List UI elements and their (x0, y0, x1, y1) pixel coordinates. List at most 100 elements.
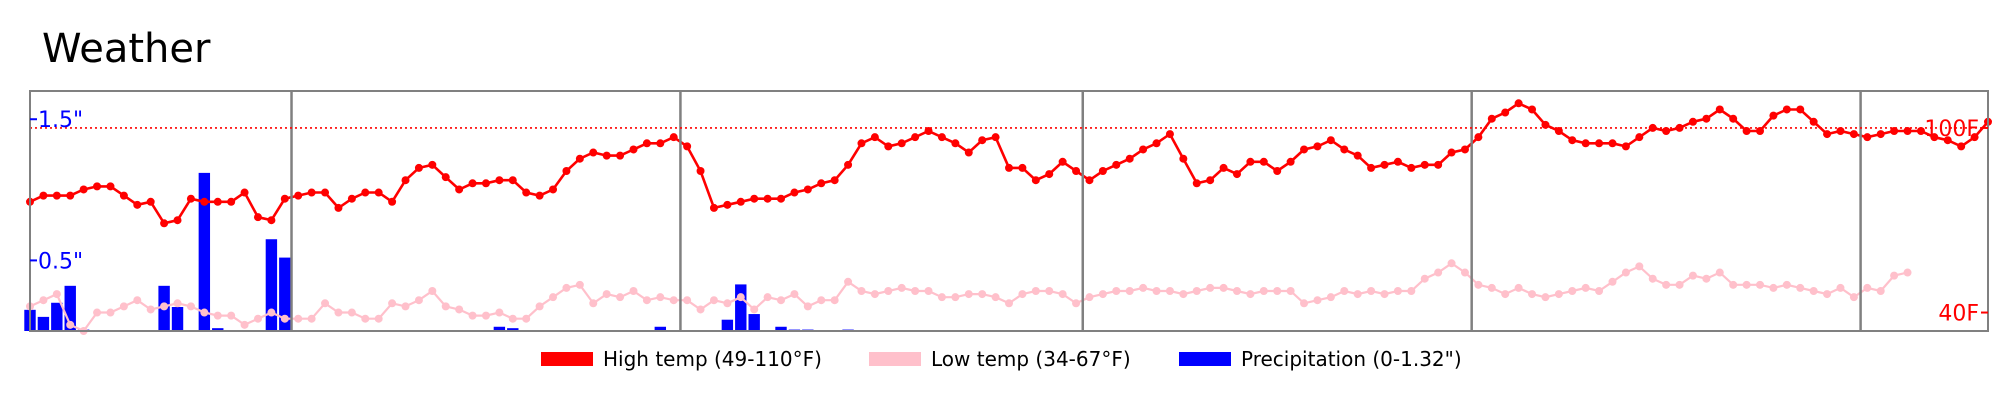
high-temp-point (1380, 160, 1389, 169)
high-temp-point (884, 142, 893, 151)
high-temp-point (736, 197, 745, 206)
high-temp-point (1206, 176, 1215, 185)
high-temp-point (549, 185, 558, 194)
high-temp-point (1849, 130, 1858, 139)
low-temp-point (186, 302, 195, 311)
high-temp-point (1648, 123, 1657, 132)
high-temp-point (1635, 133, 1644, 142)
high-temp-point (1514, 99, 1523, 108)
high-temp-point (817, 179, 826, 188)
precip-bar (64, 285, 76, 331)
high-temp-point (1005, 163, 1013, 172)
high-temp-point (1528, 105, 1537, 114)
high-temp-point (414, 163, 423, 172)
low-temp-point (1300, 299, 1309, 308)
high-temp-point (1796, 105, 1805, 114)
high-temp-point (1112, 160, 1121, 169)
high-temp-point (669, 133, 678, 142)
high-temp-point (79, 185, 88, 194)
low-temp-point (522, 314, 531, 323)
low-temp-point (1380, 290, 1389, 299)
high-temp-point (683, 142, 692, 151)
high-temp-point (1487, 114, 1496, 123)
low-temp-point (1621, 268, 1630, 277)
high-temp-point (253, 213, 262, 222)
precip-bar (775, 326, 787, 331)
high-temp-point (1769, 111, 1778, 120)
low-temp-point (1823, 290, 1832, 299)
high-temp-point (1219, 163, 1228, 172)
high-temp-point (1943, 136, 1952, 145)
low-temp-point (1139, 283, 1148, 292)
low-temp-point (1635, 262, 1644, 271)
high-temp-point (119, 191, 128, 200)
low-temp-point (937, 293, 946, 302)
low-temp-point (455, 305, 464, 314)
high-temp-point (1313, 142, 1322, 151)
low-temp-point (1219, 283, 1228, 292)
low-temp-point (1246, 290, 1255, 299)
high-temp-point (200, 197, 209, 206)
high-temp-point (428, 160, 437, 169)
high-temp-point (1058, 157, 1067, 166)
low-temp-point (1165, 287, 1174, 295)
low-temp-point (1045, 287, 1054, 295)
low-temp-point (1648, 274, 1657, 283)
low-temp-point (1715, 268, 1724, 277)
precip-bar (721, 319, 734, 331)
low-temp-point (696, 305, 705, 314)
high-temp-point (455, 185, 464, 194)
low-temp-point (1018, 290, 1027, 299)
low-temp-point (160, 302, 169, 311)
low-temp-point (1514, 283, 1523, 292)
temp-tick-label: 100F (1924, 117, 1979, 142)
low-temp-point (549, 293, 558, 302)
precip-bar (493, 326, 506, 331)
high-temp-point (1595, 139, 1604, 148)
high-temp-point (321, 188, 330, 197)
low-temp-point (1085, 293, 1094, 302)
low-temp-point (280, 314, 289, 323)
high-temp-point (911, 133, 920, 142)
high-temp-point (1729, 114, 1738, 123)
low-temp-point (334, 308, 343, 317)
high-temp-point (803, 185, 812, 194)
low-temp-point (924, 287, 933, 295)
low-temp-point (830, 296, 839, 305)
legend: High temp (49-110°F) Low temp (34-67°F) … (541, 347, 1462, 371)
legend-label-low: Low temp (34-67°F) (931, 347, 1131, 371)
high-temp-point (1165, 130, 1174, 139)
low-temp-point (441, 302, 450, 311)
high-temp-point (186, 194, 195, 203)
low-temp-series (26, 259, 1912, 335)
low-temp-point (1702, 274, 1711, 283)
high-temp-point (897, 139, 906, 148)
low-temp-point (1876, 287, 1885, 295)
low-temp-point (481, 311, 490, 320)
low-temp-point (1005, 299, 1013, 308)
high-temp-point (1809, 117, 1818, 126)
high-temp-point (1232, 170, 1241, 179)
low-temp-point (1313, 296, 1322, 305)
high-temp-point (133, 200, 142, 209)
high-temp-point (1702, 114, 1711, 123)
high-temp-point (1125, 154, 1134, 163)
low-temp-point (227, 311, 236, 320)
high-temp-point (1662, 127, 1671, 135)
low-temp-point (790, 290, 799, 299)
precip-tick-label: 0.5" (38, 249, 83, 274)
low-temp-point (106, 308, 115, 317)
high-temp-point (1675, 123, 1684, 132)
low-temp-point (844, 277, 853, 286)
high-temp-point (1501, 108, 1510, 117)
low-temp-point (562, 283, 571, 292)
low-temp-point (1581, 283, 1590, 292)
high-temp-point (1715, 105, 1724, 114)
low-temp-point (307, 314, 316, 323)
low-temp-point (1608, 277, 1617, 286)
low-temp-point (870, 290, 879, 299)
low-temp-point (884, 287, 893, 295)
precip-bar (654, 326, 667, 331)
high-temp-point (978, 136, 987, 145)
high-temp-point (441, 173, 450, 182)
